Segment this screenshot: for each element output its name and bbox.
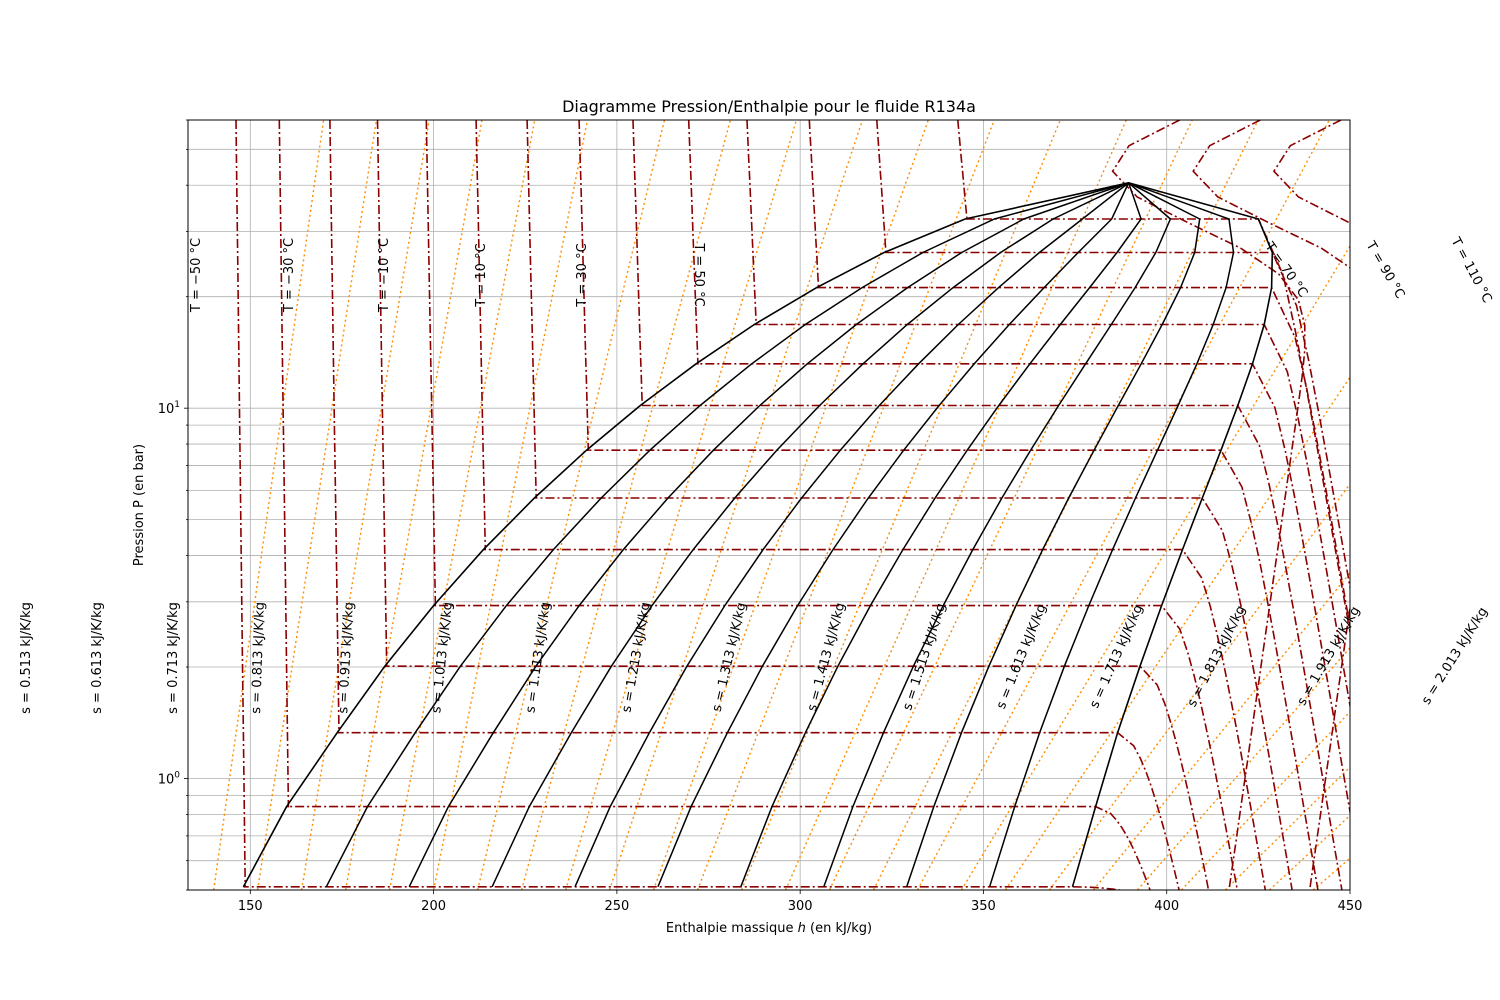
grid: [188, 119, 1351, 891]
chart-title: Diagramme Pression/Enthalpie pour le flu…: [562, 97, 976, 116]
x-tick-label: 450: [1338, 899, 1363, 914]
iso-quality-line: [740, 182, 1142, 888]
isentrope-line: [916, 120, 1330, 890]
isentrope-label: s = 0.513 kJ/K/kg: [19, 602, 34, 714]
isentrope-line: [300, 120, 430, 890]
isentrope-label: s = 0.613 kJ/K/kg: [90, 602, 105, 714]
isentrope-label: s = 0.813 kJ/K/kg: [249, 602, 268, 714]
iso-quality-line: [988, 182, 1235, 888]
iso-quality-line: [491, 182, 1129, 888]
isotherm-label: T = 50 °C: [691, 242, 706, 306]
isotherm-line: [376, 120, 1210, 890]
x-axis-label: Enthalpie massique h (en kJ/kg): [666, 921, 872, 936]
isentrope-line: [1180, 710, 1350, 890]
isotherm-label: T = 30 °C: [575, 243, 590, 307]
x-tick-label: 200: [421, 899, 446, 914]
isentrope-line: [784, 120, 1127, 890]
isotherm-line: [235, 120, 1120, 890]
y-axis-label: Pression P (en bar): [132, 444, 147, 566]
x-tick-label: 250: [604, 899, 629, 914]
isentrope-line: [652, 120, 929, 890]
isentrope-line: [344, 120, 483, 890]
y-tick-label: 100: [158, 771, 181, 788]
isentrope-line: [564, 120, 798, 890]
isentrope-line: [740, 120, 1061, 890]
x-tick-label: 400: [1154, 899, 1179, 914]
iso-quality-line: [823, 182, 1172, 888]
saturation-dome: [242, 181, 1274, 888]
isentrope-line: [476, 120, 666, 890]
isentrope-label: s = 0.913 kJ/K/kg: [336, 602, 357, 714]
axis-ticks: 150 200 250 300 350 400 450 100 101: [158, 119, 1363, 914]
isentrope-line: [1092, 571, 1350, 890]
isotherm-label: T = −30 °C: [282, 238, 297, 313]
x-tick-label: 300: [788, 899, 813, 914]
x-tick-label: 350: [971, 899, 996, 914]
x-tick-label: 150: [238, 899, 263, 914]
iso-quality-line: [905, 182, 1201, 888]
curves: [213, 120, 1350, 890]
isotherm-line: [1111, 120, 1306, 890]
isentrope-line: [432, 120, 589, 890]
isentrope-line: [388, 120, 536, 890]
iso-quality-line: [325, 182, 1129, 888]
y-tick-label: 101: [158, 400, 180, 417]
isotherm-label: T = −50 °C: [189, 238, 204, 313]
isentrope-line: [828, 120, 1193, 890]
iso-quality-line: [574, 182, 1130, 888]
isotherm-line: [578, 120, 1319, 890]
isotherm-label: T = −10 °C: [377, 238, 392, 313]
isotherm-label: T = 10 °C: [474, 243, 489, 307]
plot-frame: [187, 119, 1351, 891]
isentrope-line: [608, 120, 864, 890]
iso-quality-line: [657, 182, 1130, 888]
isentrope-line: [1136, 646, 1350, 890]
isentrope-label: s = 0.713 kJ/K/kg: [166, 602, 181, 714]
iso-quality-line: [408, 182, 1129, 888]
isotherm-line: [1192, 120, 1350, 890]
